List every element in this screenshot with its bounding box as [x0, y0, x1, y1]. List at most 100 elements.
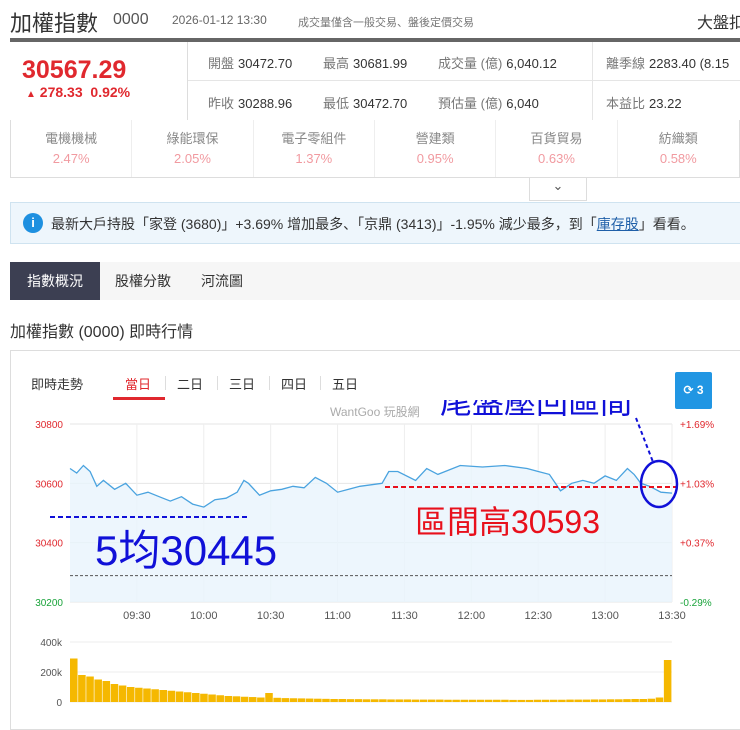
price-area	[70, 465, 672, 602]
volume-bar	[159, 690, 168, 702]
volume-bar	[606, 699, 615, 702]
up-arrow-icon: ▲	[26, 89, 36, 100]
sector-item[interactable]: 紡織類 0.58%	[658, 131, 698, 166]
stat-pe: 本益比 23.22	[606, 96, 682, 111]
range-tab-5d[interactable]: 五日	[332, 377, 359, 392]
volume-bar	[102, 681, 111, 702]
y-right-tick-label: -0.29%	[680, 598, 712, 609]
active-tab-underline	[113, 397, 165, 400]
volume-bar	[192, 693, 200, 702]
stat-high: 最高 30681.99	[323, 56, 408, 71]
highlight-circle	[639, 459, 679, 509]
volume-tick-label: 0	[56, 698, 62, 709]
volume-tick-label: 200k	[40, 668, 63, 679]
volume-bar	[615, 699, 623, 702]
volume-bar	[574, 699, 582, 702]
tab-shareholding[interactable]: 股權分散	[115, 273, 171, 289]
y-tick-label: 30200	[35, 598, 63, 609]
chevron-down-icon: ⌄	[552, 178, 564, 193]
x-tick-label: 12:00	[458, 610, 486, 622]
price-change: ▲ 278.33 0.92%	[26, 84, 130, 100]
volume-bar	[436, 699, 444, 702]
x-tick-label: 09:30	[123, 610, 151, 622]
volume-bar	[297, 698, 306, 702]
change-value: 278.33	[39, 84, 83, 100]
volume-bar	[70, 658, 78, 702]
price-box: 30567.29 ▲ 278.33 0.92%	[10, 42, 188, 120]
volume-bar	[558, 699, 566, 702]
x-tick-label: 10:00	[190, 610, 218, 622]
sector-item[interactable]: 百貨貿易 0.63%	[496, 120, 618, 177]
volume-bar	[395, 699, 403, 702]
volume-bar	[175, 691, 184, 702]
volume-bar	[257, 697, 265, 702]
annotation-arrow	[635, 417, 654, 463]
x-tick-label: 11:30	[391, 610, 418, 622]
chart-label: 即時走勢	[31, 377, 84, 392]
volume-bar	[647, 698, 656, 702]
tab-river-chart[interactable]: 河流圖	[201, 273, 243, 289]
sector-item[interactable]: 綠能環保 2.05%	[132, 120, 254, 177]
tab-index-overview[interactable]: 指數概況	[10, 262, 100, 300]
volume-bar	[330, 699, 338, 702]
sector-item[interactable]: 電子零組件 1.37%	[254, 120, 375, 177]
volume-bar	[476, 699, 485, 702]
stat-open: 開盤 30472.70	[208, 56, 293, 71]
stat-est-volume: 預估量 (億) 6,040	[438, 96, 539, 111]
volume-bar	[281, 698, 290, 702]
sector-item[interactable]: 營建類 0.95%	[375, 120, 497, 177]
volume-bar	[639, 699, 647, 702]
volume-bar	[371, 699, 379, 702]
volume-bar	[566, 699, 574, 702]
volume-bar	[346, 699, 355, 702]
y-right-tick-label: +1.69%	[680, 420, 714, 431]
stat-low: 最低 30472.70	[323, 96, 408, 111]
treasury-stock-link[interactable]: 庫存股	[596, 216, 639, 232]
volume-bar	[379, 699, 387, 702]
sync-icon: ⟳	[683, 383, 694, 397]
range-tab-1d[interactable]: 當日	[125, 377, 152, 392]
info-banner: i 最新大戶持股「家登 (3680)」+3.69% 增加最多、「京鼎 (3413…	[10, 202, 740, 244]
x-tick-label: 13:30	[658, 610, 686, 622]
intraday-chart: 30800 +1.69% 30600 +1.03% 30400 +0.37% 30200 -0…	[35, 400, 714, 709]
volume-bar	[322, 698, 330, 702]
volume-bar	[501, 699, 509, 702]
volume-bar	[517, 699, 525, 702]
range-tab-2d[interactable]: 二日	[177, 377, 204, 392]
volume-bar	[460, 699, 469, 702]
y-right-tick-label: +1.03%	[680, 479, 714, 490]
stat-volume: 成交量 (億) 6,040.12	[438, 56, 557, 71]
volume-bar	[484, 699, 493, 702]
range-tab-3d[interactable]: 三日	[229, 377, 256, 392]
y-right-tick-label: +0.37%	[680, 539, 714, 550]
x-tick-label: 13:00	[591, 610, 619, 622]
stat-quarter-line: 離季線 2283.40 (8.15	[606, 56, 730, 71]
watermark: WantGoo 玩股網	[330, 405, 420, 419]
expand-button[interactable]: ⌄	[529, 178, 587, 201]
volume-bar	[265, 693, 273, 702]
section-title: 加權指數 (0000) 即時行情	[10, 324, 194, 341]
volume-bar	[411, 699, 420, 702]
x-tick-label: 10:30	[257, 610, 285, 622]
volume-bar	[387, 699, 395, 702]
refresh-button[interactable]: ⟳ 3	[675, 372, 712, 409]
y-tick-label: 30600	[35, 479, 63, 490]
volume-note: 成交量僅含一般交易、盤後定價交易	[298, 17, 474, 29]
volume-bar	[232, 696, 241, 702]
volume-bar	[468, 699, 477, 702]
header-divider	[10, 38, 740, 42]
range-tab-4d[interactable]: 四日	[281, 377, 308, 392]
tab-bar: 指數概況 股權分散 河流圖	[10, 262, 740, 300]
volume-bar	[200, 693, 208, 702]
volume-bar	[419, 699, 428, 702]
y-tick-label: 30800	[35, 420, 63, 431]
banner-text: 最新大戶持股「家登 (3680)」+3.69% 增加最多、「京鼎 (3413)」…	[51, 216, 597, 232]
header-right-link[interactable]: 大盤扣	[697, 15, 740, 32]
volume-bar	[143, 688, 151, 702]
sector-item[interactable]: 電機機械 2.47%	[11, 120, 133, 177]
y-tick-label: 30400	[35, 539, 63, 550]
current-price: 30567.29	[22, 56, 127, 84]
volume-bar	[427, 699, 436, 702]
volume-bar	[338, 699, 346, 702]
change-pct: 0.92%	[90, 84, 131, 100]
